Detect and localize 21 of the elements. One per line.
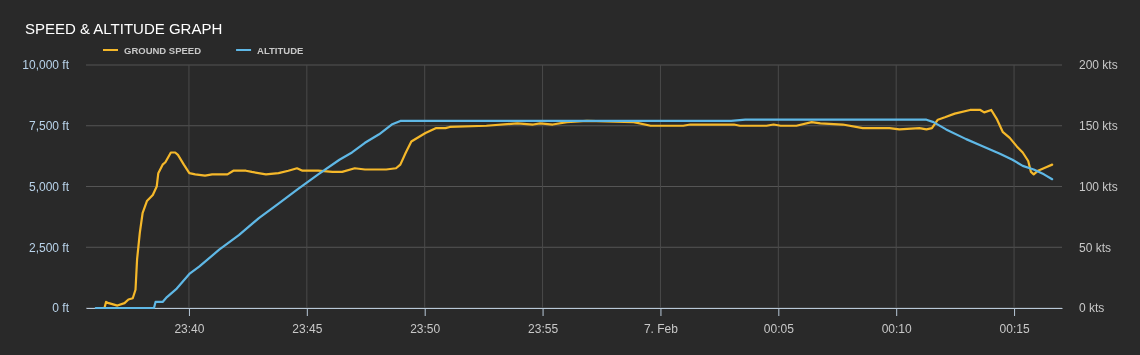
legend-label: ALTITUDE [257, 44, 304, 56]
x-tick-label: 00:10 [881, 322, 913, 337]
y2-tick-label: 50 kts [1079, 240, 1112, 255]
y-tick-label: 0 ft [52, 301, 70, 316]
y2-tick-label: 150 kts [1079, 119, 1118, 134]
x-tick-label: 23:40 [174, 322, 205, 337]
legend-label: GROUND SPEED [124, 44, 202, 56]
y-tick-label: 10,000 ft [22, 58, 70, 73]
x-tick-label: 23:45 [292, 322, 323, 337]
x-tick-label: 00:05 [763, 322, 795, 337]
x-tick-label: 7. Feb [643, 322, 679, 337]
y-tick-label: 5,000 ft [28, 179, 70, 194]
y2-tick-label: 0 kts [1079, 301, 1105, 316]
y-tick-label: 2,500 ft [28, 240, 70, 255]
x-tick-label: 00:15 [999, 322, 1030, 337]
chart-title: SPEED & ALTITUDE GRAPH [25, 20, 223, 37]
y2-tick-label: 200 kts [1079, 58, 1118, 73]
x-tick-label: 23:55 [528, 322, 559, 337]
y2-tick-label: 100 kts [1079, 179, 1118, 194]
y-tick-label: 7,500 ft [28, 119, 70, 134]
x-tick-label: 23:50 [410, 322, 441, 337]
